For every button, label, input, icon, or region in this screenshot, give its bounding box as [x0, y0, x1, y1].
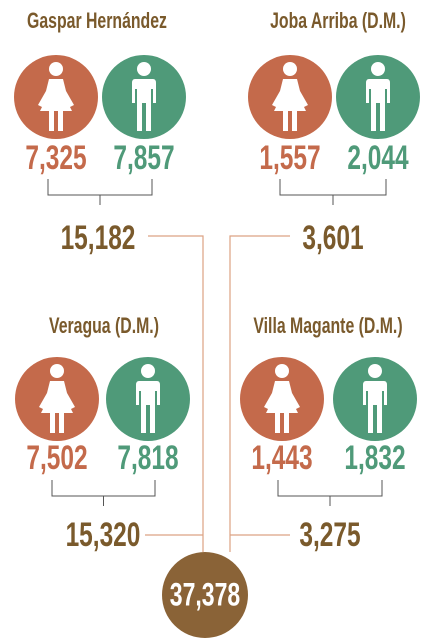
bracket — [279, 179, 387, 205]
bracket — [47, 179, 153, 205]
grand-total: 37,378 — [170, 577, 240, 613]
female-count: 1,557 — [259, 139, 320, 177]
female-count: 7,325 — [25, 139, 86, 177]
male-count: 1,832 — [344, 439, 405, 477]
male-count: 7,857 — [113, 139, 174, 177]
region-name: Joba Arriba (D.M.) — [270, 9, 406, 33]
region-name: Gaspar Hernández — [27, 9, 167, 33]
connector — [148, 235, 204, 552]
connectors — [145, 235, 290, 552]
region-total: 15,182 — [61, 219, 136, 257]
male-count: 7,818 — [117, 439, 178, 477]
region-total: 3,275 — [299, 516, 360, 554]
female-count: 7,502 — [26, 439, 87, 477]
female-count: 1,443 — [251, 439, 312, 477]
region-name: Veragua (D.M.) — [49, 314, 159, 338]
bracket — [51, 480, 156, 506]
connector — [229, 235, 290, 552]
grand-total-circle — [162, 552, 248, 638]
region-name: Villa Magante (D.M.) — [253, 314, 402, 338]
region-total: 3,601 — [302, 219, 363, 257]
region-total: 15,320 — [66, 516, 141, 554]
bracket — [277, 480, 383, 506]
male-count: 2,044 — [347, 139, 409, 177]
